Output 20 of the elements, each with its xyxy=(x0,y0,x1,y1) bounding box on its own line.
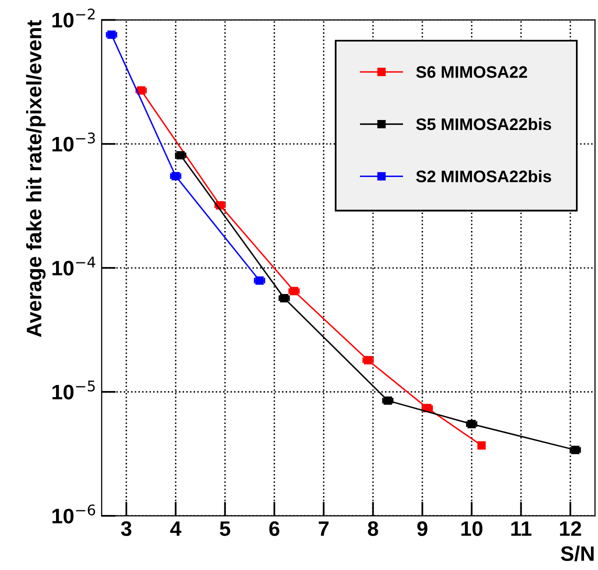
x-tick-label: 10 xyxy=(461,521,482,536)
y-tick-label: 10$^{−4}$ xyxy=(52,256,96,276)
x-tick-label: 4 xyxy=(170,521,182,536)
legend-label: S2 MIMOSA22bis xyxy=(416,170,552,182)
x-tick-label: 7 xyxy=(318,521,329,536)
x-tick-label: 6 xyxy=(269,521,280,536)
y-tick-label: 10$^{−5}$ xyxy=(52,380,95,400)
x-tick-label: 5 xyxy=(220,521,230,536)
x-axis-title: S/N xyxy=(560,546,594,562)
y-tick-label: 10$^{−2}$ xyxy=(52,8,95,28)
y-axis-title: Average fake hit rate/pixel/event xyxy=(26,20,46,338)
x-tick-label: 12 xyxy=(560,521,582,536)
x-tick-label: 11 xyxy=(511,521,532,536)
legend-label: S6 MIMOSA22 xyxy=(416,66,528,78)
x-tick-label: 8 xyxy=(368,521,378,536)
y-tick-label: 10$^{−6}$ xyxy=(52,504,96,524)
x-tick-label: 9 xyxy=(417,521,428,536)
legend-label: S5 MIMOSA22bis xyxy=(416,118,552,130)
x-tick-label: 3 xyxy=(121,521,132,536)
y-tick-label: 10$^{−3}$ xyxy=(52,132,95,152)
